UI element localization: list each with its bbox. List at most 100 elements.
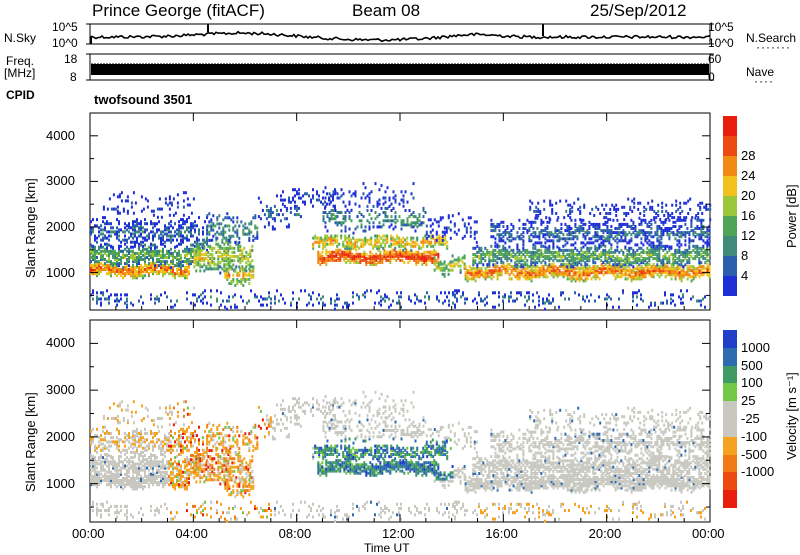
power-cell [630,261,633,265]
power-cell [476,269,479,273]
power-cell [638,222,641,226]
power-cell [614,231,617,235]
power-cell [662,301,664,305]
power-cell [599,212,602,215]
power-cell [94,253,96,257]
power-cell [325,252,328,256]
velocity-cell [138,476,140,480]
power-cell [660,301,662,305]
power-cell [500,259,503,263]
power-cell [546,239,549,243]
power-cell [516,273,519,277]
power-cell [692,273,695,277]
power-cell [620,248,623,252]
power-cell [249,255,252,258]
power-cell [594,257,597,261]
power-cell [402,223,405,227]
power-cell [172,262,174,266]
power-cell [650,269,653,273]
power-cell [384,211,387,214]
power-cell [140,220,142,224]
power-cell [474,271,477,275]
power-cell [486,275,489,279]
power-cell [136,260,138,264]
power-cell [656,244,659,248]
power-cell [186,238,188,242]
power-cell [416,295,418,299]
power-cell [642,259,645,263]
power-cell [130,232,132,236]
power-cell [496,250,499,254]
power-cell [472,263,475,267]
power-cell [271,227,274,231]
power-cell [590,253,593,256]
power-cell [598,253,601,256]
power-cell [596,246,599,250]
power-cell [203,253,206,256]
power-cell [570,227,573,230]
velocity-cell [166,472,168,476]
power-cell [550,269,553,273]
power-cell [198,295,200,299]
power-cell [589,212,592,215]
power-cell [363,258,366,262]
power-cell [162,253,164,257]
power-cell [632,227,635,230]
power-cell [136,222,138,226]
power-cell [138,245,140,249]
power-cell [188,216,190,220]
power-cell [160,240,162,244]
power-cell [588,255,591,258]
power-cell [207,244,210,248]
power-cell [466,271,469,275]
power-cell [196,299,198,303]
power-cell [118,230,120,234]
power-cell [246,226,249,230]
power-cell [658,248,661,252]
power-cell [195,246,198,250]
power-cell [699,207,702,211]
velocity-cell [120,483,122,487]
power-cell [94,251,96,255]
power-cell [204,220,206,224]
power-cell [473,236,476,240]
power-cell [451,264,454,268]
power-cell [224,267,227,271]
power-cell [570,267,573,271]
power-cell [369,254,372,258]
power-cell [90,251,92,255]
power-cell [708,237,711,241]
power-cell [223,253,226,256]
power-cell [706,246,709,250]
power-cell [640,246,643,250]
velocity-cell [146,474,148,478]
power-cell [98,263,100,267]
power-cell [178,268,180,271]
power-cell [622,267,625,271]
power-cell [496,269,499,273]
power-cell [144,218,146,222]
power-cell [670,271,673,275]
power-cell [496,255,499,258]
power-cell [358,295,360,299]
power-cell [490,273,493,277]
power-cell [343,258,346,262]
power-cell [670,269,673,273]
power-cell [390,244,393,248]
power-cell [312,242,315,246]
power-cell [228,295,230,299]
power-cell [156,270,158,274]
power-cell [686,248,689,252]
power-cell [120,228,122,232]
power-cell [444,234,447,238]
power-cell [388,204,391,208]
power-cell [506,253,509,256]
power-cell [130,226,132,230]
power-cell [154,268,156,271]
power-cell [532,246,535,250]
power-cell [228,275,231,279]
power-cell [108,253,110,257]
power-cell [354,194,357,198]
power-cell [618,305,620,309]
power-cell [380,244,383,248]
